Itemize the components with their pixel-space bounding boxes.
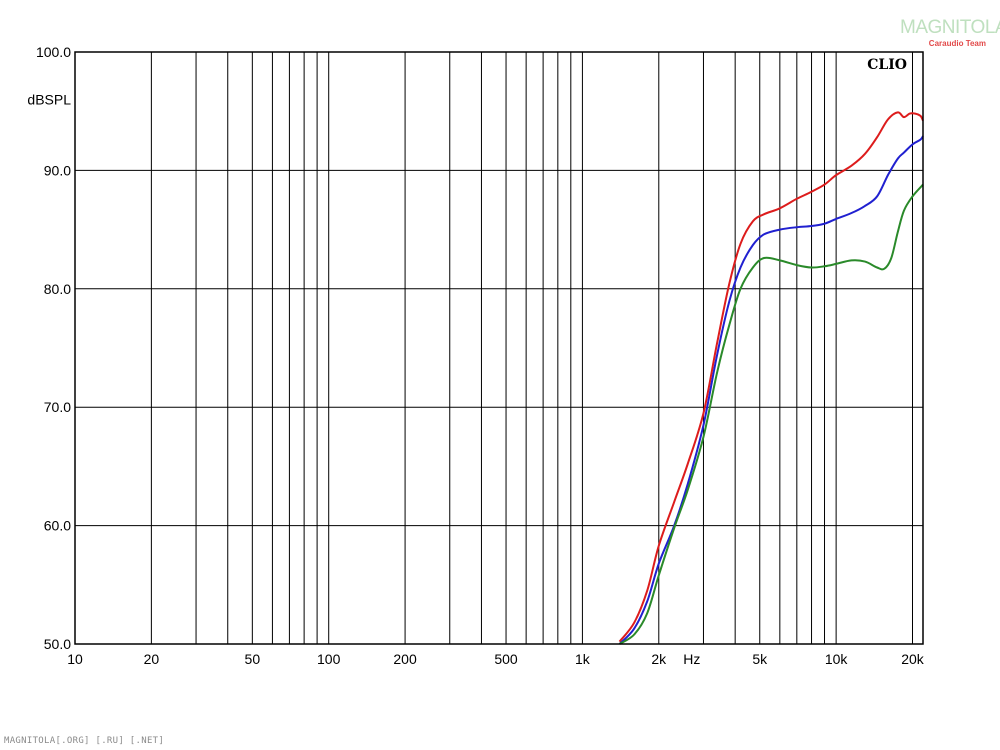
y-tick-label: 90.0 [44,162,71,178]
series-line-1 [618,111,924,643]
y-tick-label: 80.0 [44,281,71,297]
x-tick-label: 500 [494,651,518,667]
x-tick-label: 5k [752,651,768,667]
x-tick-label: 10 [67,651,83,667]
x-tick-label: 50 [245,651,261,667]
x-axis-ticks: 10 20 50 100 200 500 1k 2k 5k 10k 20k [67,651,925,667]
grid [74,51,923,645]
y-tick-label: 50.0 [44,636,71,652]
footer-watermark: MAGNITOLA[.ORG] [.RU] [.NET] [4,736,165,746]
y-tick-label: 60.0 [44,518,71,534]
y-tick-label: 100.0 [36,44,71,60]
x-tick-label: 1k [575,651,591,667]
x-axis-unit-label: Hz [683,651,700,667]
logo-wordmark: MAGNITOLA [900,17,1000,38]
series-lines [618,111,924,645]
magnitola-logo: MAGNITOLA Caraudio Team [900,17,1000,50]
x-tick-label: 20 [144,651,160,667]
logo-subtitle: Caraudio Team [928,39,986,48]
x-tick-label: 10k [825,651,849,667]
x-tick-label: 20k [901,651,925,667]
x-tick-label: 100 [317,651,341,667]
series-line-3 [618,183,924,645]
x-tick-label: 200 [393,651,417,667]
clio-brand-label: CLIO [867,57,907,73]
y-axis-label: dBSPL [27,91,71,107]
y-axis-ticks: 50.0 60.0 70.0 80.0 90.0 100.0 [36,44,71,652]
x-tick-label: 2k [651,651,667,667]
plot-frame [74,51,924,645]
y-tick-label: 70.0 [44,399,71,415]
